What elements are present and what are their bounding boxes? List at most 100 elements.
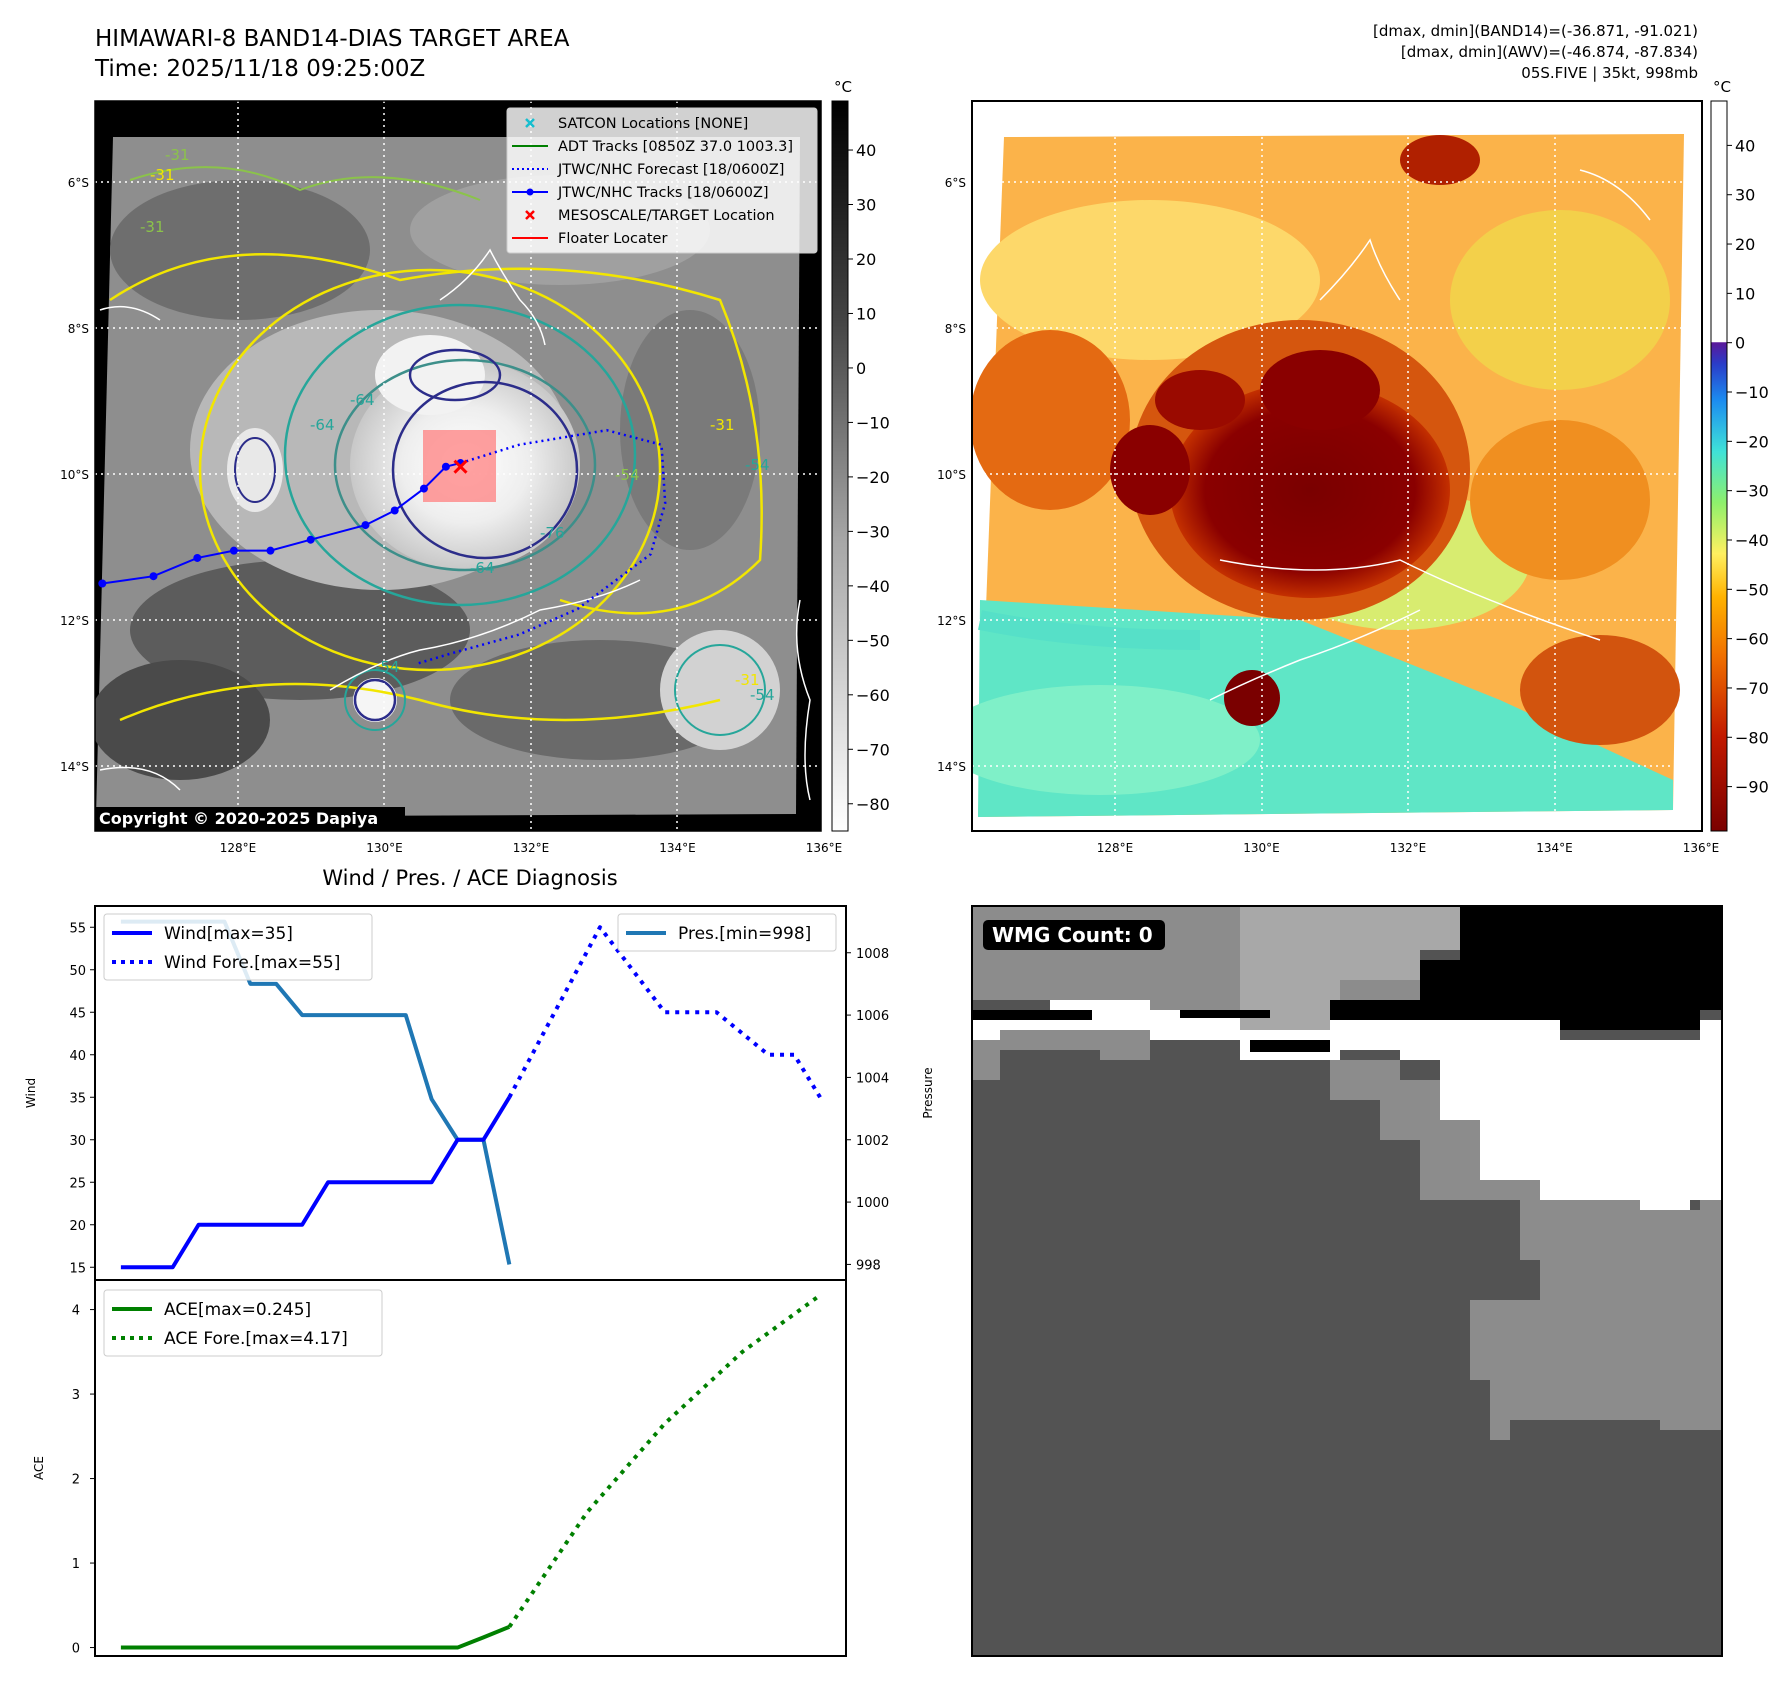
wind-pressure-panel: Wind / Pres. / ACE Diagnosis 15 20 25 30 35 4… [24,866,935,1281]
contour-label: -31 [165,146,190,164]
lon-tick-label: 128°E [220,841,257,855]
wmg-count-label: WMG Count: 0 [992,923,1153,947]
colorbar-tick-label: −60 [1735,630,1769,649]
colorbar-tick-label: 10 [1735,284,1755,303]
colorbar-tick-label: 0 [856,359,866,378]
pressure-tick-label: 1006 [856,1009,889,1024]
contour-label: -54 [615,466,640,484]
colorbar-tick-label: −30 [856,522,890,541]
colorbar-tick-label: 20 [856,250,876,269]
legend-marker [525,210,535,220]
awv-lon-tick-labels: 128°E 130°E 132°E 134°E 136°E [1097,841,1720,855]
info-band14: [dmax, dmin](BAND14)=(-36.871, -91.021) [1373,22,1698,40]
lon-tick-label: 136°E [1683,841,1720,855]
contour-label: -64 [350,391,375,409]
lon-tick-label: 128°E [1097,841,1134,855]
best-track-point [390,506,399,515]
colorbar-tick-label: −10 [856,413,890,432]
contour-labels: -31-31-31-31-54-64-64-64-76-54-54-31-54 [140,146,775,704]
ir-colorbar: °C 40 30 20 10 0 −10 −20 −30 −40 −50 −60 −70 −80 [831,78,890,832]
lat-tick-label: 12°S [60,614,89,628]
contour-label: -31 [140,218,165,236]
best-track-point [98,579,107,588]
series-line [507,1293,822,1628]
pressure-tick-label: 1000 [856,1196,889,1211]
awv-lat-tick-labels: 6°S 8°S 10°S 12°S 14°S [937,176,966,774]
best-track-point [193,553,202,562]
ir-lon-tick-labels: 128°E 130°E 132°E 134°E 136°E [220,841,843,855]
colorbar-tick-label: 20 [1735,235,1755,254]
lon-tick-label: 132°E [1390,841,1427,855]
legend-label: Floater Locater [558,231,667,247]
wind-tick-label: 35 [69,1091,86,1106]
ir-lat-tick-labels: 6°S 8°S 10°S 12°S 14°S [60,176,89,774]
ir-colorbar-unit: °C [834,78,852,96]
colorbar-tick-label: 10 [856,304,876,323]
legend-label: Pres.[min=998] [678,924,811,944]
lon-tick-label: 134°E [659,841,696,855]
lat-tick-label: 10°S [937,468,966,482]
legend-label: Wind Fore.[max=55] [164,953,340,973]
best-track-point [149,572,158,581]
colorbar-tick-label: −60 [856,686,890,705]
lat-tick-label: 14°S [60,760,89,774]
series-line [120,1096,512,1270]
series-line [120,1624,511,1650]
contour-label: -54 [745,456,770,474]
contour-label: -31 [150,166,175,184]
ace-tick-label: 1 [72,1557,80,1572]
lon-tick-label: 136°E [806,841,843,855]
lat-tick-label: 10°S [60,468,89,482]
colorbar-tick-label: −40 [1735,531,1769,550]
awv-colorbar: °C 40 30 20 10 0 −10 −20 −30 −40 −50 −60 −70 −80 −90 [1710,78,1769,832]
contour-label: -31 [735,671,760,689]
colorbar-tick-label: −70 [1735,679,1769,698]
legend-label: ADT Tracks [0850Z 37.0 1003.3] [558,139,793,155]
best-track-point [419,484,428,493]
awv-map-panel: 6°S8°S10°S12°S14°S 128°E 130°E 132°E 134°E 1… [937,100,1720,855]
pressure-ylabel: Pressure [921,1067,935,1118]
legend-label: Wind[max=35] [164,924,293,944]
ace-tick-label: 0 [72,1642,80,1657]
wind-tick-label: 15 [69,1261,86,1276]
lon-tick-label: 130°E [1243,841,1280,855]
pressure-tick-label: 1008 [856,947,889,962]
colorbar-tick-label: 40 [1735,136,1755,155]
colorbar-tick-label: −10 [1735,383,1769,402]
legend-label: SATCON Locations [NONE] [558,116,748,132]
wind-tick-label: 45 [69,1006,86,1021]
awv-colorbar-unit: °C [1713,78,1731,96]
colorbar-tick-label: 0 [1735,334,1745,353]
best-track-point [306,535,315,544]
pressure-tick-label: 1002 [856,1134,889,1149]
lat-tick-label: 6°S [68,176,89,190]
colorbar-tick-label: 40 [856,141,876,160]
colorbar-tick-label: −50 [856,631,890,650]
colorbar-tick-label: −20 [1735,432,1769,451]
wind-ylabel: Wind [24,1078,38,1108]
lon-tick-label: 130°E [366,841,403,855]
colorbar-tick-label: −80 [1735,728,1769,747]
wind-tick-label: 25 [69,1176,86,1191]
contour-label: -76 [540,524,565,542]
wind-tick-label: 20 [69,1219,86,1234]
contour-label: -64 [470,559,495,577]
wind-tick-label: 30 [69,1134,86,1149]
lat-tick-label: 8°S [945,322,966,336]
awv-map-gridlines [972,101,1702,831]
wind-panel-title: Wind / Pres. / ACE Diagnosis [322,866,617,890]
best-track-point [229,546,238,555]
colorbar-tick-label: −90 [1735,778,1769,797]
contour-label: -31 [710,416,735,434]
pressure-legend: Pres.[min=998] [617,913,837,952]
colorbar-tick-label: −30 [1735,482,1769,501]
figure-title: HIMAWARI-8 BAND14-DIAS TARGET AREA [95,26,570,52]
lat-tick-label: 14°S [937,760,966,774]
wind-tick-label: 40 [69,1049,86,1064]
legend-label: JTWC/NHC Tracks [18/0600Z] [557,185,769,201]
pressure-tick-label: 998 [856,1258,881,1273]
legend-marker-dot [526,188,534,196]
wind-tick-label: 55 [69,921,86,936]
lat-tick-label: 8°S [68,322,89,336]
